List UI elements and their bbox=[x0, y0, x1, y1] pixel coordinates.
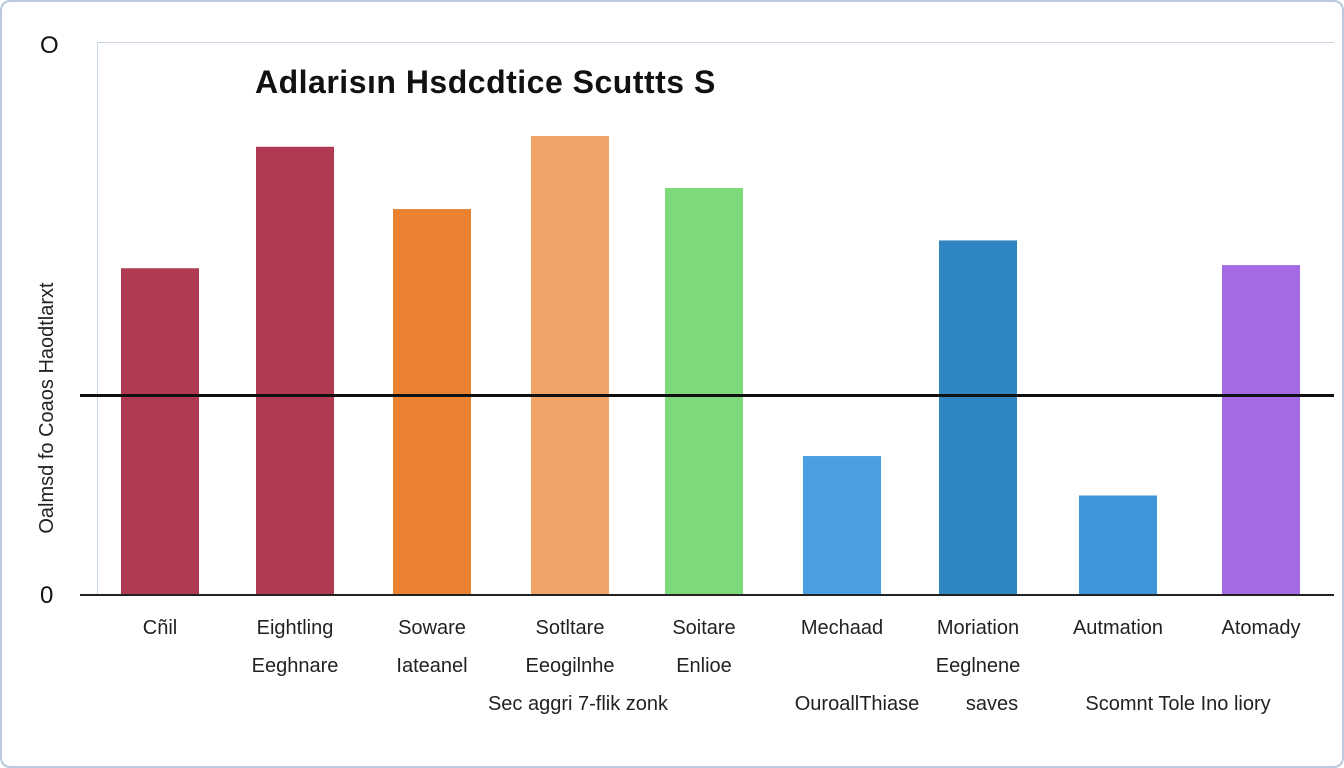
bottom-row-label-4: Scomnt Tole Ino liory bbox=[1085, 693, 1270, 715]
bar-8 bbox=[1079, 495, 1157, 595]
bar-1 bbox=[121, 268, 199, 595]
category-label-4-line-1: Sotltare bbox=[536, 617, 605, 639]
category-label-4-line-2: Eeogilnhe bbox=[526, 655, 615, 677]
category-label-5-line-2: Enlioe bbox=[676, 655, 732, 677]
y-tick-top: O bbox=[40, 32, 59, 59]
plot-area-border bbox=[97, 42, 1334, 596]
category-label-1-line-1: Cñil bbox=[143, 617, 177, 639]
bottom-row-label-2: OuroallThiase bbox=[795, 693, 920, 715]
category-label-3-line-2: Iateanel bbox=[396, 655, 467, 677]
category-label-7-line-2: Eeglnene bbox=[936, 655, 1021, 677]
bar-7 bbox=[939, 240, 1017, 595]
bar-2 bbox=[256, 146, 334, 595]
chart-title: Adlarisın Hsdcdtice Scuttts S bbox=[255, 64, 716, 100]
bar-6 bbox=[803, 456, 881, 595]
category-label-9-line-1: Atomady bbox=[1222, 617, 1301, 639]
category-label-8-line-1: Autmation bbox=[1073, 617, 1163, 639]
bar-4 bbox=[531, 136, 609, 595]
category-label-7-line-1: Moriation bbox=[937, 617, 1019, 639]
category-label-2-line-1: Eightling bbox=[257, 617, 334, 639]
y-tick-bottom: 0 bbox=[40, 582, 54, 609]
category-label-2-line-2: Eeghnare bbox=[252, 655, 339, 677]
bar-5 bbox=[665, 187, 743, 595]
bar-3 bbox=[393, 209, 471, 595]
category-label-3-line-1: Soware bbox=[398, 617, 466, 639]
bar-9 bbox=[1222, 265, 1300, 595]
category-label-5-line-1: Soitare bbox=[672, 617, 735, 639]
bottom-row-label-3: saves bbox=[966, 693, 1018, 715]
category-label-6-line-1: Mechaad bbox=[801, 617, 883, 639]
bottom-row-label-1: Sec aggri 7-flik zonk bbox=[488, 693, 669, 715]
